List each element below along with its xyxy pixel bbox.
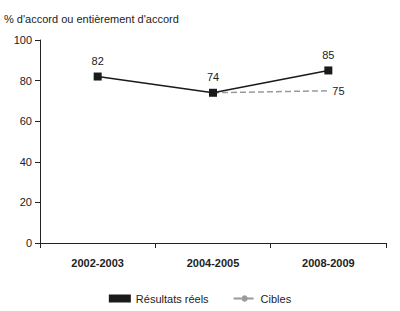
svg-text:2008-2009: 2008-2009 xyxy=(302,257,355,269)
svg-text:82: 82 xyxy=(92,55,104,67)
svg-text:% d'accord ou entièrement d'ac: % d'accord ou entièrement d'accord xyxy=(4,13,179,25)
svg-text:20: 20 xyxy=(20,196,32,208)
svg-text:0: 0 xyxy=(26,237,32,249)
svg-text:74: 74 xyxy=(207,71,219,83)
svg-text:Résultats réels: Résultats réels xyxy=(136,293,209,305)
svg-text:85: 85 xyxy=(322,49,334,61)
svg-text:40: 40 xyxy=(20,156,32,168)
svg-text:75: 75 xyxy=(332,85,344,97)
svg-text:100: 100 xyxy=(14,34,32,46)
svg-text:2004-2005: 2004-2005 xyxy=(187,257,240,269)
svg-text:2002-2003: 2002-2003 xyxy=(71,257,124,269)
svg-text:80: 80 xyxy=(20,75,32,87)
svg-text:60: 60 xyxy=(20,115,32,127)
svg-text:Cibles: Cibles xyxy=(261,293,292,305)
